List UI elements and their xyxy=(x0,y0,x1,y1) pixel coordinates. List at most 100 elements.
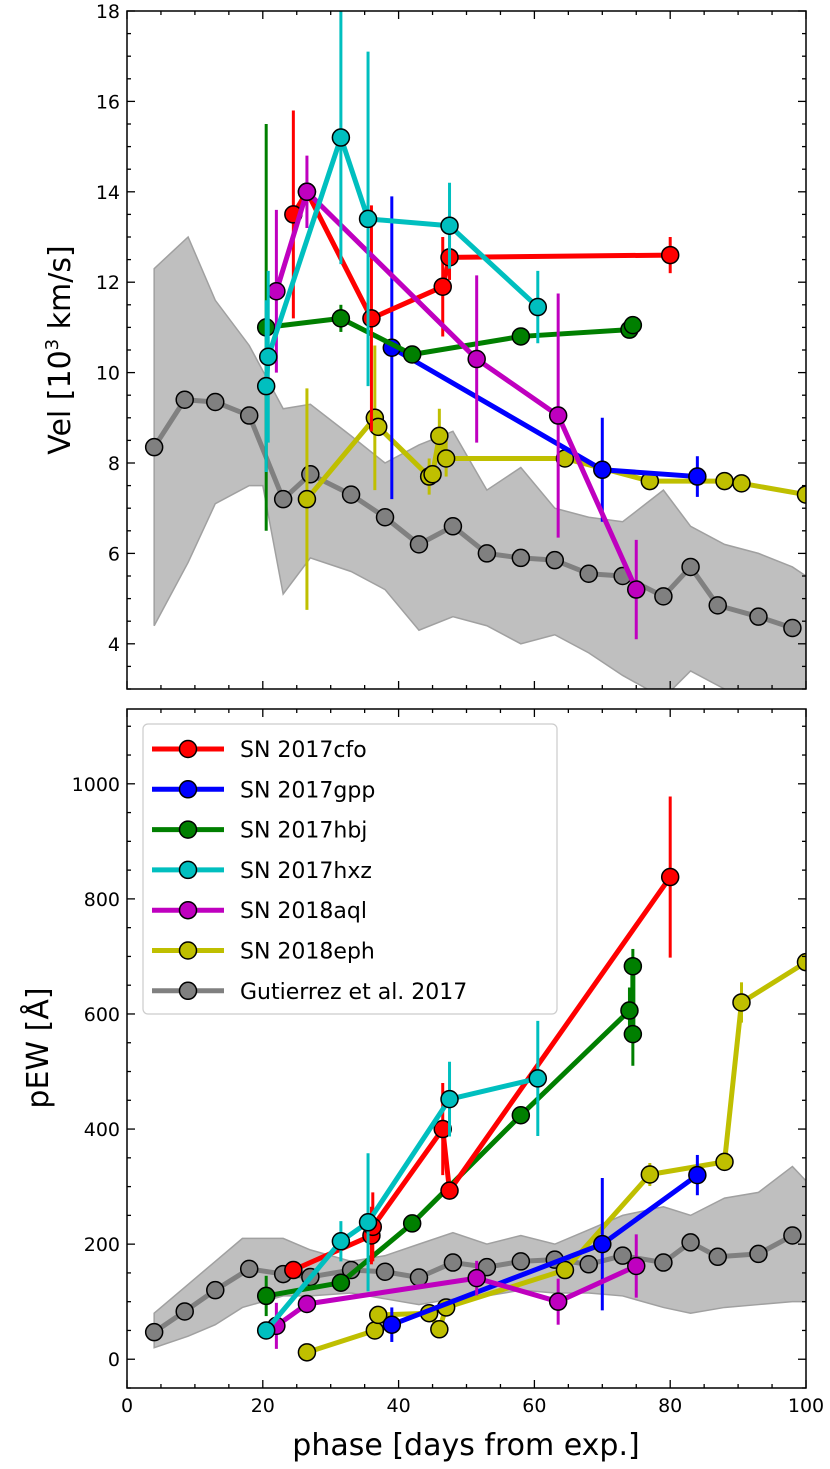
legend-entry-sn-2018aql: SN 2018aql xyxy=(152,899,367,924)
legend-box xyxy=(142,723,558,1015)
vel-data-point xyxy=(297,489,317,509)
pew-data-point xyxy=(284,1260,303,1280)
pew-data-point xyxy=(620,1001,639,1020)
vel-data-point xyxy=(375,507,395,527)
vel-series-sn-2018eph xyxy=(297,345,806,610)
legend-marker xyxy=(178,780,198,799)
vel-y-tick-label: 8 xyxy=(108,453,120,475)
pew-y-tick-label: 400 xyxy=(84,1119,120,1141)
legend-marker xyxy=(178,820,198,839)
pew-x-tick-label: 60 xyxy=(522,1395,546,1417)
pew-data-point xyxy=(623,956,643,976)
legend-entry-sn-2017gpp: SN 2017gpp xyxy=(152,778,375,803)
pew-data-point xyxy=(365,1321,385,1340)
pew-data-point xyxy=(297,1294,317,1314)
pew-data-point xyxy=(783,1226,802,1245)
pew-data-point xyxy=(579,1255,598,1274)
pew-data-point xyxy=(732,993,751,1012)
pew-data-point xyxy=(640,1165,660,1184)
pew-y-tick-label: 600 xyxy=(84,1004,120,1026)
vel-y-tick-label: 6 xyxy=(108,543,120,565)
pew-series-sn-2017hbj xyxy=(256,948,643,1317)
pew-series xyxy=(144,796,806,1362)
pew-data-point xyxy=(623,1024,643,1044)
vel-data-point xyxy=(681,557,700,577)
pew-data-point xyxy=(511,1252,531,1271)
vel-data-point xyxy=(301,465,320,484)
legend-marker xyxy=(178,941,198,960)
vel-data-point xyxy=(402,345,422,364)
pew-data-point xyxy=(256,1321,276,1340)
x-axis-label: phase [days from exp.] xyxy=(292,1428,639,1463)
vel-data-point xyxy=(206,392,225,412)
pew-data-point xyxy=(654,1253,673,1272)
legend-label: SN 2017hxz xyxy=(240,859,372,884)
vel-data-point xyxy=(331,309,351,328)
vel-data-point xyxy=(548,406,568,425)
vel-data-point xyxy=(749,607,768,626)
vel-data-point xyxy=(258,347,278,367)
pew-data-point xyxy=(239,1259,259,1279)
pew-data-point xyxy=(297,1343,317,1362)
pew-data-point xyxy=(548,1292,568,1311)
pew-series-sn-2017hxz xyxy=(256,1020,548,1340)
vel-y-tick-label: 10 xyxy=(96,363,120,385)
vel-data-point xyxy=(358,209,378,229)
velocity-series xyxy=(144,11,806,640)
vel-data-point xyxy=(579,564,598,583)
pew-data-point xyxy=(331,1232,351,1251)
pew-data-point xyxy=(144,1322,164,1342)
legend-entry-sn-2017cfo: SN 2017cfo xyxy=(152,738,367,763)
pew-data-point xyxy=(749,1244,768,1264)
pew-data-point xyxy=(715,1152,734,1172)
vel-y-tick-label: 18 xyxy=(96,1,120,23)
pew-data-point xyxy=(555,1260,575,1280)
pew-data-point xyxy=(627,1256,646,1276)
vel-data-point xyxy=(331,128,351,147)
pew-data-point xyxy=(467,1268,486,1288)
vel-data-point xyxy=(732,474,751,493)
vel-data-point xyxy=(715,471,734,491)
vel-y-tick-label: 14 xyxy=(96,182,120,204)
pew-series-line xyxy=(292,875,673,1273)
legend-label: SN 2018aql xyxy=(240,899,367,924)
pew-x-tick-label: 80 xyxy=(658,1395,682,1417)
legend-entry-sn-2017hbj: SN 2017hbj xyxy=(152,819,367,844)
pew-data-point xyxy=(375,1262,395,1282)
legend-label: Gutierrez et al. 2017 xyxy=(240,980,467,1005)
legend-entry-gutierrez-et-al-2017: Gutierrez et al. 2017 xyxy=(152,980,467,1005)
legend-label: SN 2017hbj xyxy=(240,819,367,844)
legend-marker xyxy=(178,900,198,920)
vel-series-line xyxy=(265,315,635,358)
pew-series-sn-2018eph xyxy=(297,952,806,1362)
pew-series-sn-2018aql xyxy=(267,1234,646,1349)
vel-series-sn-2018aql xyxy=(267,155,646,640)
velocity-ticks: 4 6 8 10 12 14 16 18 xyxy=(96,1,807,690)
pew-series-gutierrez-et-al-2017 xyxy=(144,1226,802,1342)
legend-marker xyxy=(178,739,198,759)
vel-data-point xyxy=(436,449,456,468)
legend-entry-sn-2018eph: SN 2018eph xyxy=(152,940,375,965)
vel-data-point xyxy=(256,376,276,396)
pew-data-point xyxy=(688,1165,707,1185)
vel-data-point xyxy=(273,489,293,509)
vel-data-point xyxy=(528,297,548,317)
vel-band-area xyxy=(153,235,806,689)
pew-y-tick-label: 200 xyxy=(84,1234,120,1256)
vel-data-point xyxy=(511,548,531,568)
vel-data-point xyxy=(423,465,442,484)
vel-data-point xyxy=(477,544,497,563)
velocity-range-band xyxy=(153,235,806,689)
pew-data-point xyxy=(358,1213,378,1232)
pew-data-point xyxy=(382,1315,402,1334)
vel-y-tick-label: 12 xyxy=(96,272,120,294)
velocity-y-axis-label: Vel [103 km/s] xyxy=(42,245,78,454)
pew-data-point xyxy=(433,1119,452,1139)
legend: SN 2017cfo SN 2017gpp SN 2017hbj SN 2017hxz… xyxy=(142,723,558,1015)
pew-y-axis-label: pEW [Å] xyxy=(20,987,56,1108)
pew-data-point xyxy=(511,1105,531,1125)
vel-data-point xyxy=(430,426,449,446)
